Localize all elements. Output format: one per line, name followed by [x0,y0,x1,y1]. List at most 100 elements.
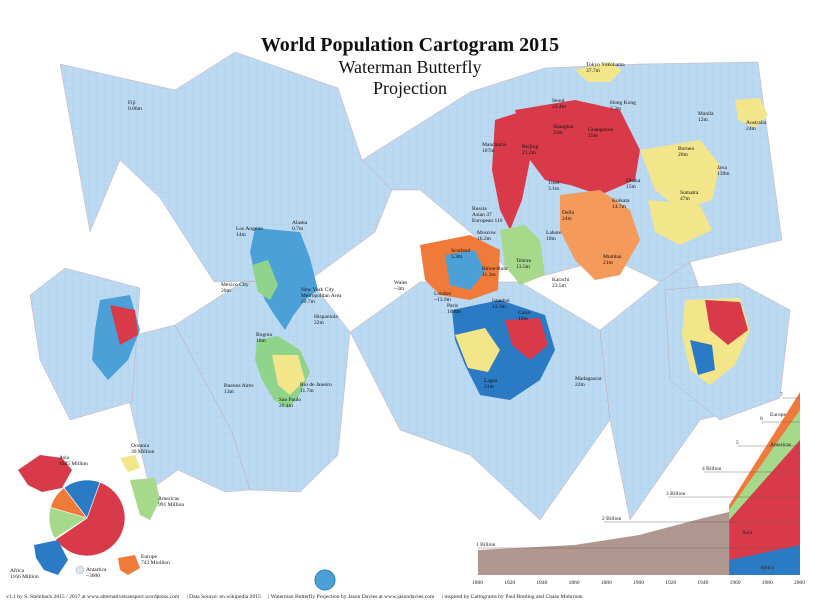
city-label: Kolkata 14.7m [612,198,630,210]
city-label: Shanghai 23m [553,124,574,136]
city-label: Delhi 24m [562,210,575,222]
footer-credit-author: v1.1 by S. Steinbach 2015 / 2017 at www.… [6,594,180,600]
billion-label: 3 Billion [666,491,686,497]
landmass-right-inset-blue [690,340,715,375]
city-label: Java 139m [717,165,730,177]
americas-silhouette [130,478,160,520]
history-area-africa [729,545,800,575]
x-tick-label: 1820 [504,580,515,586]
x-tick-label: 1880 [601,580,612,586]
landmass-australia [735,98,768,128]
pie-label-africa: Africa 1166 Million [10,568,39,580]
city-label: Alaska 0.7m [292,220,308,232]
city-label: Moscow 16.2m [477,230,496,242]
city-label: Madagascar 22m [575,376,602,388]
city-label: Tibet 3.1m [548,180,560,192]
x-tick-label: 1860 [569,580,580,586]
city-label: Bogota 18m [256,332,272,344]
pie-label-americas: Americas 991 Million [158,496,185,508]
city-label: Lagos 21m [484,378,498,390]
city-label: Borneo 20m [678,146,695,158]
city-label: Tehran 13.5m [516,258,532,270]
city-label: Australia 24m [746,120,767,132]
city-label: Guangzhou 25m [588,127,614,139]
x-tick-label: 1960 [730,580,741,586]
pie-label-asia: Asia 4385 Million [59,455,88,467]
city-label: Hispaniola 22m [314,314,338,326]
pie-slice-africa [63,479,101,519]
europe-silhouette [118,555,140,575]
city-label: Hong Kong 7.3m [610,100,636,112]
city-label: Fiji 0.86m [128,100,142,112]
x-tick-label: 1900 [633,580,644,586]
land-masses [92,62,768,591]
landmass-china [515,100,640,195]
city-label: Wales ~3m [394,280,408,292]
pie-silhouettes [18,455,160,575]
pie-label-oceania: Oceania 39 Million [131,443,155,455]
map-title: World Population Cartogram 2015 [260,34,560,56]
history-area-pre1950 [478,512,730,575]
city-label: Dhaka 15m [626,178,641,190]
antarctica-globe [314,569,336,591]
city-label: Los Angeles 14m [236,226,264,238]
landmass-middle-east [500,225,545,285]
x-tick-label: 2000 [794,580,805,586]
series-label: Asia [742,530,753,536]
landmass-se-asia [640,140,720,210]
city-label: Istanbul 13.3m [492,298,510,310]
billion-label: 1 Billion [476,542,496,548]
map-subtitle-2: Projection [373,78,447,98]
landmass-japan [575,62,622,82]
footer-credit-inspired: | inspired by Cartograms by Paul Breding… [441,594,583,600]
city-label: Paris 10.8m [447,303,461,315]
asia-silhouette [18,455,72,492]
series-label: Americas [770,442,791,448]
city-label: Sao Paulo 20.4m [279,397,302,409]
x-tick-label: 1920 [665,580,676,586]
billion-label: 5 [736,440,739,446]
city-label: Mumbai 21m [603,254,622,266]
landmass-brazil [272,355,305,395]
landmass-russia [492,112,530,230]
landmass-africa-east [505,318,548,360]
city-label: Karachi 23.5m [552,277,570,289]
city-label: Beijing 21.2m [522,144,539,156]
landmass-india [560,190,640,280]
footer-credit-projection: | Waterman Butterfly Projection by Jason… [268,594,435,600]
city-label: Tokyo Yokohama 37.7m [586,62,625,74]
oceania-silhouette [120,455,140,472]
map-subtitle: Waterman Butterfly [338,57,482,77]
x-tick-label: 1980 [762,580,773,586]
pie-label-europe: Europe 743 Miollion [141,554,170,566]
x-tick-label: 1800 [472,580,483,586]
landmass-north-america-green [252,260,278,300]
footer-credit-data: | Data Source: en.wikipedia 2015 [186,594,261,600]
x-tick-label: 1840 [536,580,547,586]
city-label: Buenos Aires 13m [224,383,254,395]
landmass-indonesia [648,200,712,245]
city-label: Rhine-Ruhr 11.3m [482,266,508,278]
city-label: Lahore 10m [546,230,562,242]
city-label: Scotland 5.3m [451,248,471,260]
pie-slice-asia [55,481,126,557]
billion-label: 2 Billion [602,516,622,522]
city-label: Manchuria 107m [482,142,506,154]
x-tick-label: 1940 [697,580,708,586]
series-label: Europe [770,412,786,418]
landmass-left-inset-red [110,305,138,345]
landmass-right-inset-red [705,300,748,345]
city-label: Rio de Janeiro 11.7m [300,382,332,394]
city-label: New York City Metropolitan Area 20.7m [301,287,342,305]
series-label: Africa [760,564,775,571]
city-label: Russia Asian 37 European 110 [472,206,503,224]
city-label: Sumatra 47m [680,190,699,202]
city-label: Mexico City 20m [221,282,249,294]
continent-pie-chart [48,479,126,557]
footer-credits: v1.1 by S. Steinbach 2015 / 2017 at www.… [6,594,814,600]
africa-silhouette [34,540,68,575]
antartica-silhouette [75,565,85,575]
city-label: Seoul 23.4m [552,98,566,110]
history-area-asia [729,440,800,575]
